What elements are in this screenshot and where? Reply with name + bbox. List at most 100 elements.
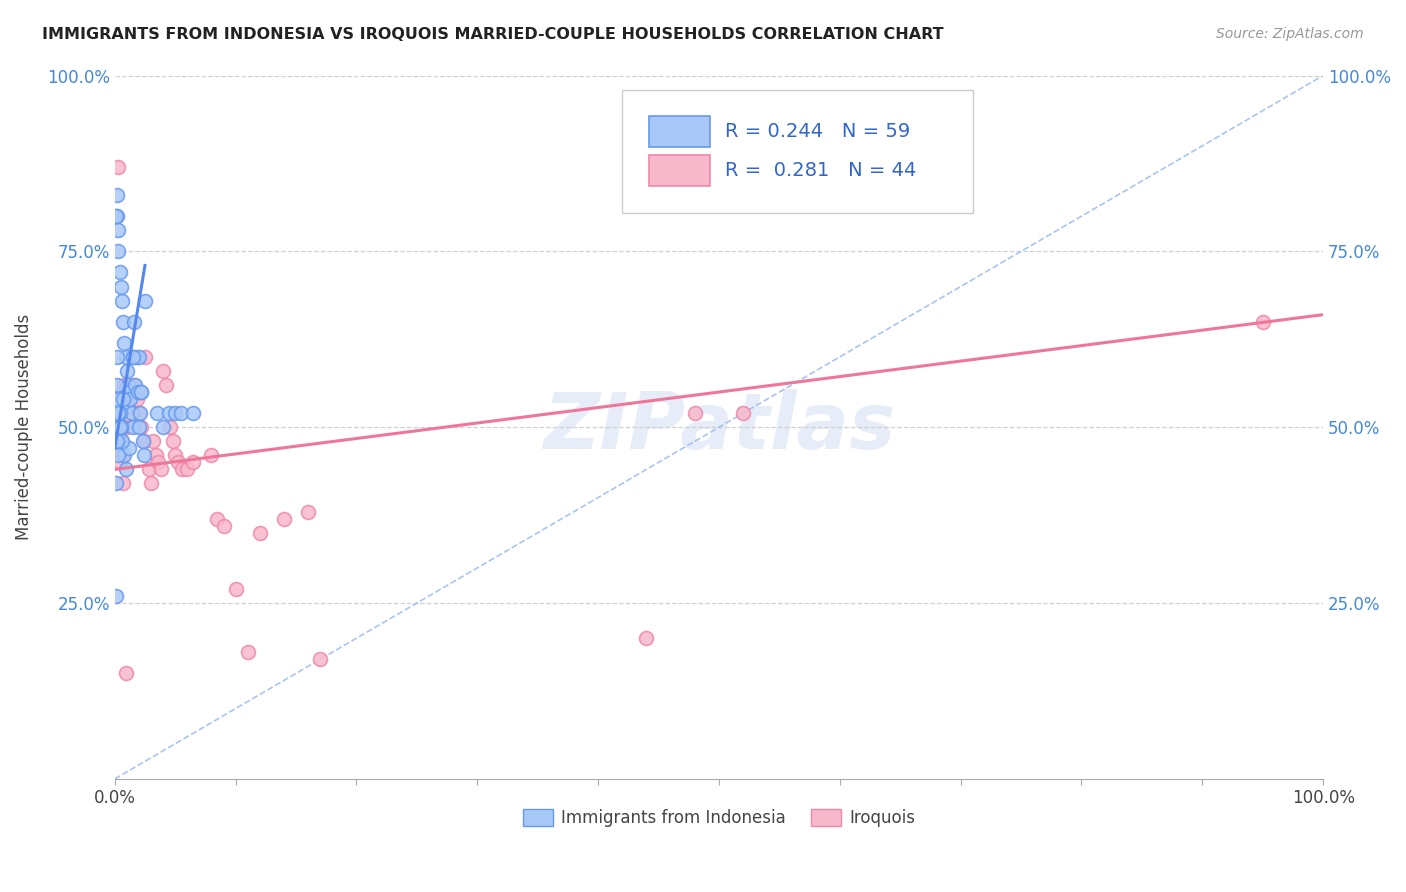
Point: [114, 666, 136, 681]
Point: [139, 476, 162, 491]
FancyBboxPatch shape: [648, 116, 710, 147]
Point: [129, 406, 152, 420]
Legend: Immigrants from Indonesia, Iroquois: Immigrants from Indonesia, Iroquois: [516, 803, 922, 834]
Point: [108, 406, 131, 420]
Point: [110, 420, 132, 434]
Point: [134, 350, 156, 364]
Point: [122, 378, 145, 392]
Y-axis label: Married-couple Households: Married-couple Households: [15, 314, 32, 541]
Point: [107, 160, 129, 174]
Point: [236, 645, 259, 659]
Point: [132, 448, 155, 462]
Point: [111, 293, 134, 308]
Point: [122, 350, 145, 364]
Point: [104, 589, 127, 603]
Point: [104, 476, 127, 491]
Point: [121, 406, 143, 420]
Point: [131, 420, 153, 434]
Point: [107, 448, 129, 462]
Point: [118, 385, 141, 400]
Point: [112, 448, 135, 462]
Point: [683, 406, 706, 420]
Point: [273, 511, 295, 525]
Point: [127, 385, 149, 400]
FancyBboxPatch shape: [648, 155, 710, 186]
Point: [309, 652, 332, 666]
Point: [105, 350, 128, 364]
Point: [636, 632, 658, 646]
Point: [108, 406, 131, 420]
Point: [112, 378, 135, 392]
Point: [122, 315, 145, 329]
Point: [122, 350, 145, 364]
Point: [165, 448, 187, 462]
Point: [225, 582, 247, 596]
Point: [125, 350, 148, 364]
Point: [121, 406, 143, 420]
Text: Source: ZipAtlas.com: Source: ZipAtlas.com: [1216, 27, 1364, 41]
Point: [138, 462, 160, 476]
Text: R = 0.244   N = 59: R = 0.244 N = 59: [725, 122, 910, 141]
Point: [108, 420, 131, 434]
Point: [108, 265, 131, 279]
Point: [172, 462, 194, 476]
Point: [105, 188, 128, 202]
Point: [104, 209, 127, 223]
Point: [128, 406, 150, 420]
Text: ZIPatlas: ZIPatlas: [543, 389, 896, 466]
Point: [111, 420, 134, 434]
Point: [125, 392, 148, 406]
Point: [145, 448, 167, 462]
Point: [152, 364, 174, 378]
Point: [176, 462, 198, 476]
Point: [112, 315, 135, 329]
Point: [108, 455, 131, 469]
Point: [157, 406, 180, 420]
Point: [112, 392, 135, 406]
Point: [107, 392, 129, 406]
Point: [1251, 315, 1274, 329]
Point: [112, 385, 135, 400]
Point: [162, 434, 184, 449]
Point: [733, 406, 755, 420]
Point: [112, 476, 135, 491]
Point: [142, 434, 165, 449]
Point: [132, 434, 155, 449]
Point: [200, 448, 222, 462]
Point: [111, 434, 134, 449]
Point: [170, 406, 193, 420]
Text: IMMIGRANTS FROM INDONESIA VS IROQUOIS MARRIED-COUPLE HOUSEHOLDS CORRELATION CHAR: IMMIGRANTS FROM INDONESIA VS IROQUOIS MA…: [42, 27, 943, 42]
Point: [152, 420, 174, 434]
Point: [124, 378, 146, 392]
Point: [110, 434, 132, 449]
Point: [107, 223, 129, 237]
Point: [118, 385, 141, 400]
Point: [115, 399, 138, 413]
Point: [155, 378, 177, 392]
Point: [115, 364, 138, 378]
Point: [181, 455, 204, 469]
FancyBboxPatch shape: [623, 89, 973, 212]
Point: [166, 455, 188, 469]
Point: [297, 505, 319, 519]
Point: [114, 350, 136, 364]
Point: [105, 209, 128, 223]
Point: [131, 385, 153, 400]
Point: [131, 434, 153, 449]
Point: [128, 420, 150, 434]
Point: [107, 244, 129, 259]
Point: [105, 434, 128, 449]
Point: [110, 279, 132, 293]
Point: [159, 420, 181, 434]
Point: [115, 420, 138, 434]
Point: [249, 525, 271, 540]
Point: [148, 455, 170, 469]
Point: [107, 406, 129, 420]
Point: [128, 350, 150, 364]
Point: [181, 406, 204, 420]
Text: R =  0.281   N = 44: R = 0.281 N = 44: [725, 161, 917, 180]
Point: [146, 406, 169, 420]
Point: [107, 420, 129, 434]
Point: [212, 518, 235, 533]
Point: [120, 392, 142, 406]
